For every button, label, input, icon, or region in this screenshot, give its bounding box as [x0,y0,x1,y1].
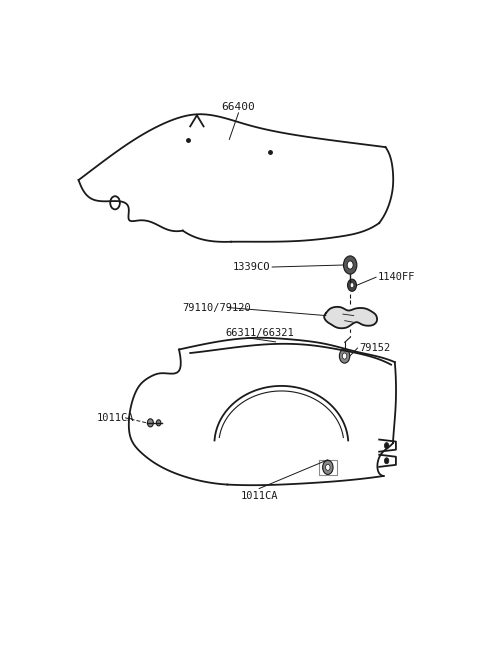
Circle shape [156,420,161,426]
Text: 79152: 79152 [360,343,391,353]
Text: 66311/66321: 66311/66321 [226,328,294,338]
Text: 66400: 66400 [222,102,255,112]
Circle shape [348,279,357,291]
Text: 1011CA: 1011CA [97,413,135,423]
Circle shape [339,349,350,363]
Circle shape [147,419,154,427]
Text: 1339CO: 1339CO [233,262,270,272]
Circle shape [323,461,333,474]
Circle shape [325,464,330,470]
Polygon shape [324,307,377,328]
Circle shape [342,353,347,359]
Text: 1140FF: 1140FF [378,272,416,282]
Text: 79110/79120: 79110/79120 [183,302,252,313]
Circle shape [350,283,354,288]
Circle shape [347,261,353,269]
Circle shape [344,256,357,274]
Circle shape [384,443,389,449]
Text: 1011CA: 1011CA [240,491,278,501]
Circle shape [384,458,389,464]
